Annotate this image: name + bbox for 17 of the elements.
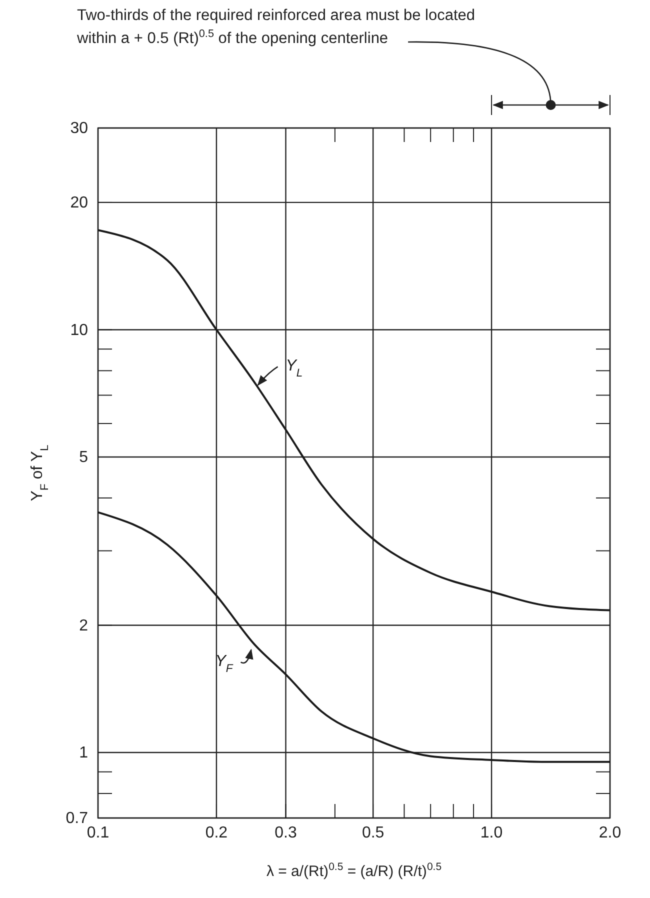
x-tick-label: 0.5 [362,824,384,842]
y-tick-label: 2 [79,617,88,634]
y-tick-label: 20 [70,194,88,212]
text: Two-thirds of the required reinforced area must be located within a + 0.5 (Rt)$^{0.5}$ of the opening centerline [76,7,476,47]
y-tick-label: 1 [79,744,88,762]
y-tick-label: 0.7 [66,810,88,828]
y-tick-label: 5 [79,449,88,466]
y-tick-label: 10 [70,322,88,339]
x-axis-title: λ = a/(Rt)$^{0.5}$ = (a/R) (R/t)$^{0.5}$ [266,861,442,880]
x-tick-label: 0.3 [274,824,297,842]
x-tick-label: 0.1 [86,824,110,842]
series-label: Y$_{F}$ [215,653,234,676]
y-tick-label: 30 [70,120,88,138]
x-tick-label: 0.2 [205,824,228,842]
x-tick-label: 1.0 [480,824,503,842]
x-tick-label: 2.0 [598,824,622,842]
legend-label: Y$_{L}$ [286,358,303,380]
